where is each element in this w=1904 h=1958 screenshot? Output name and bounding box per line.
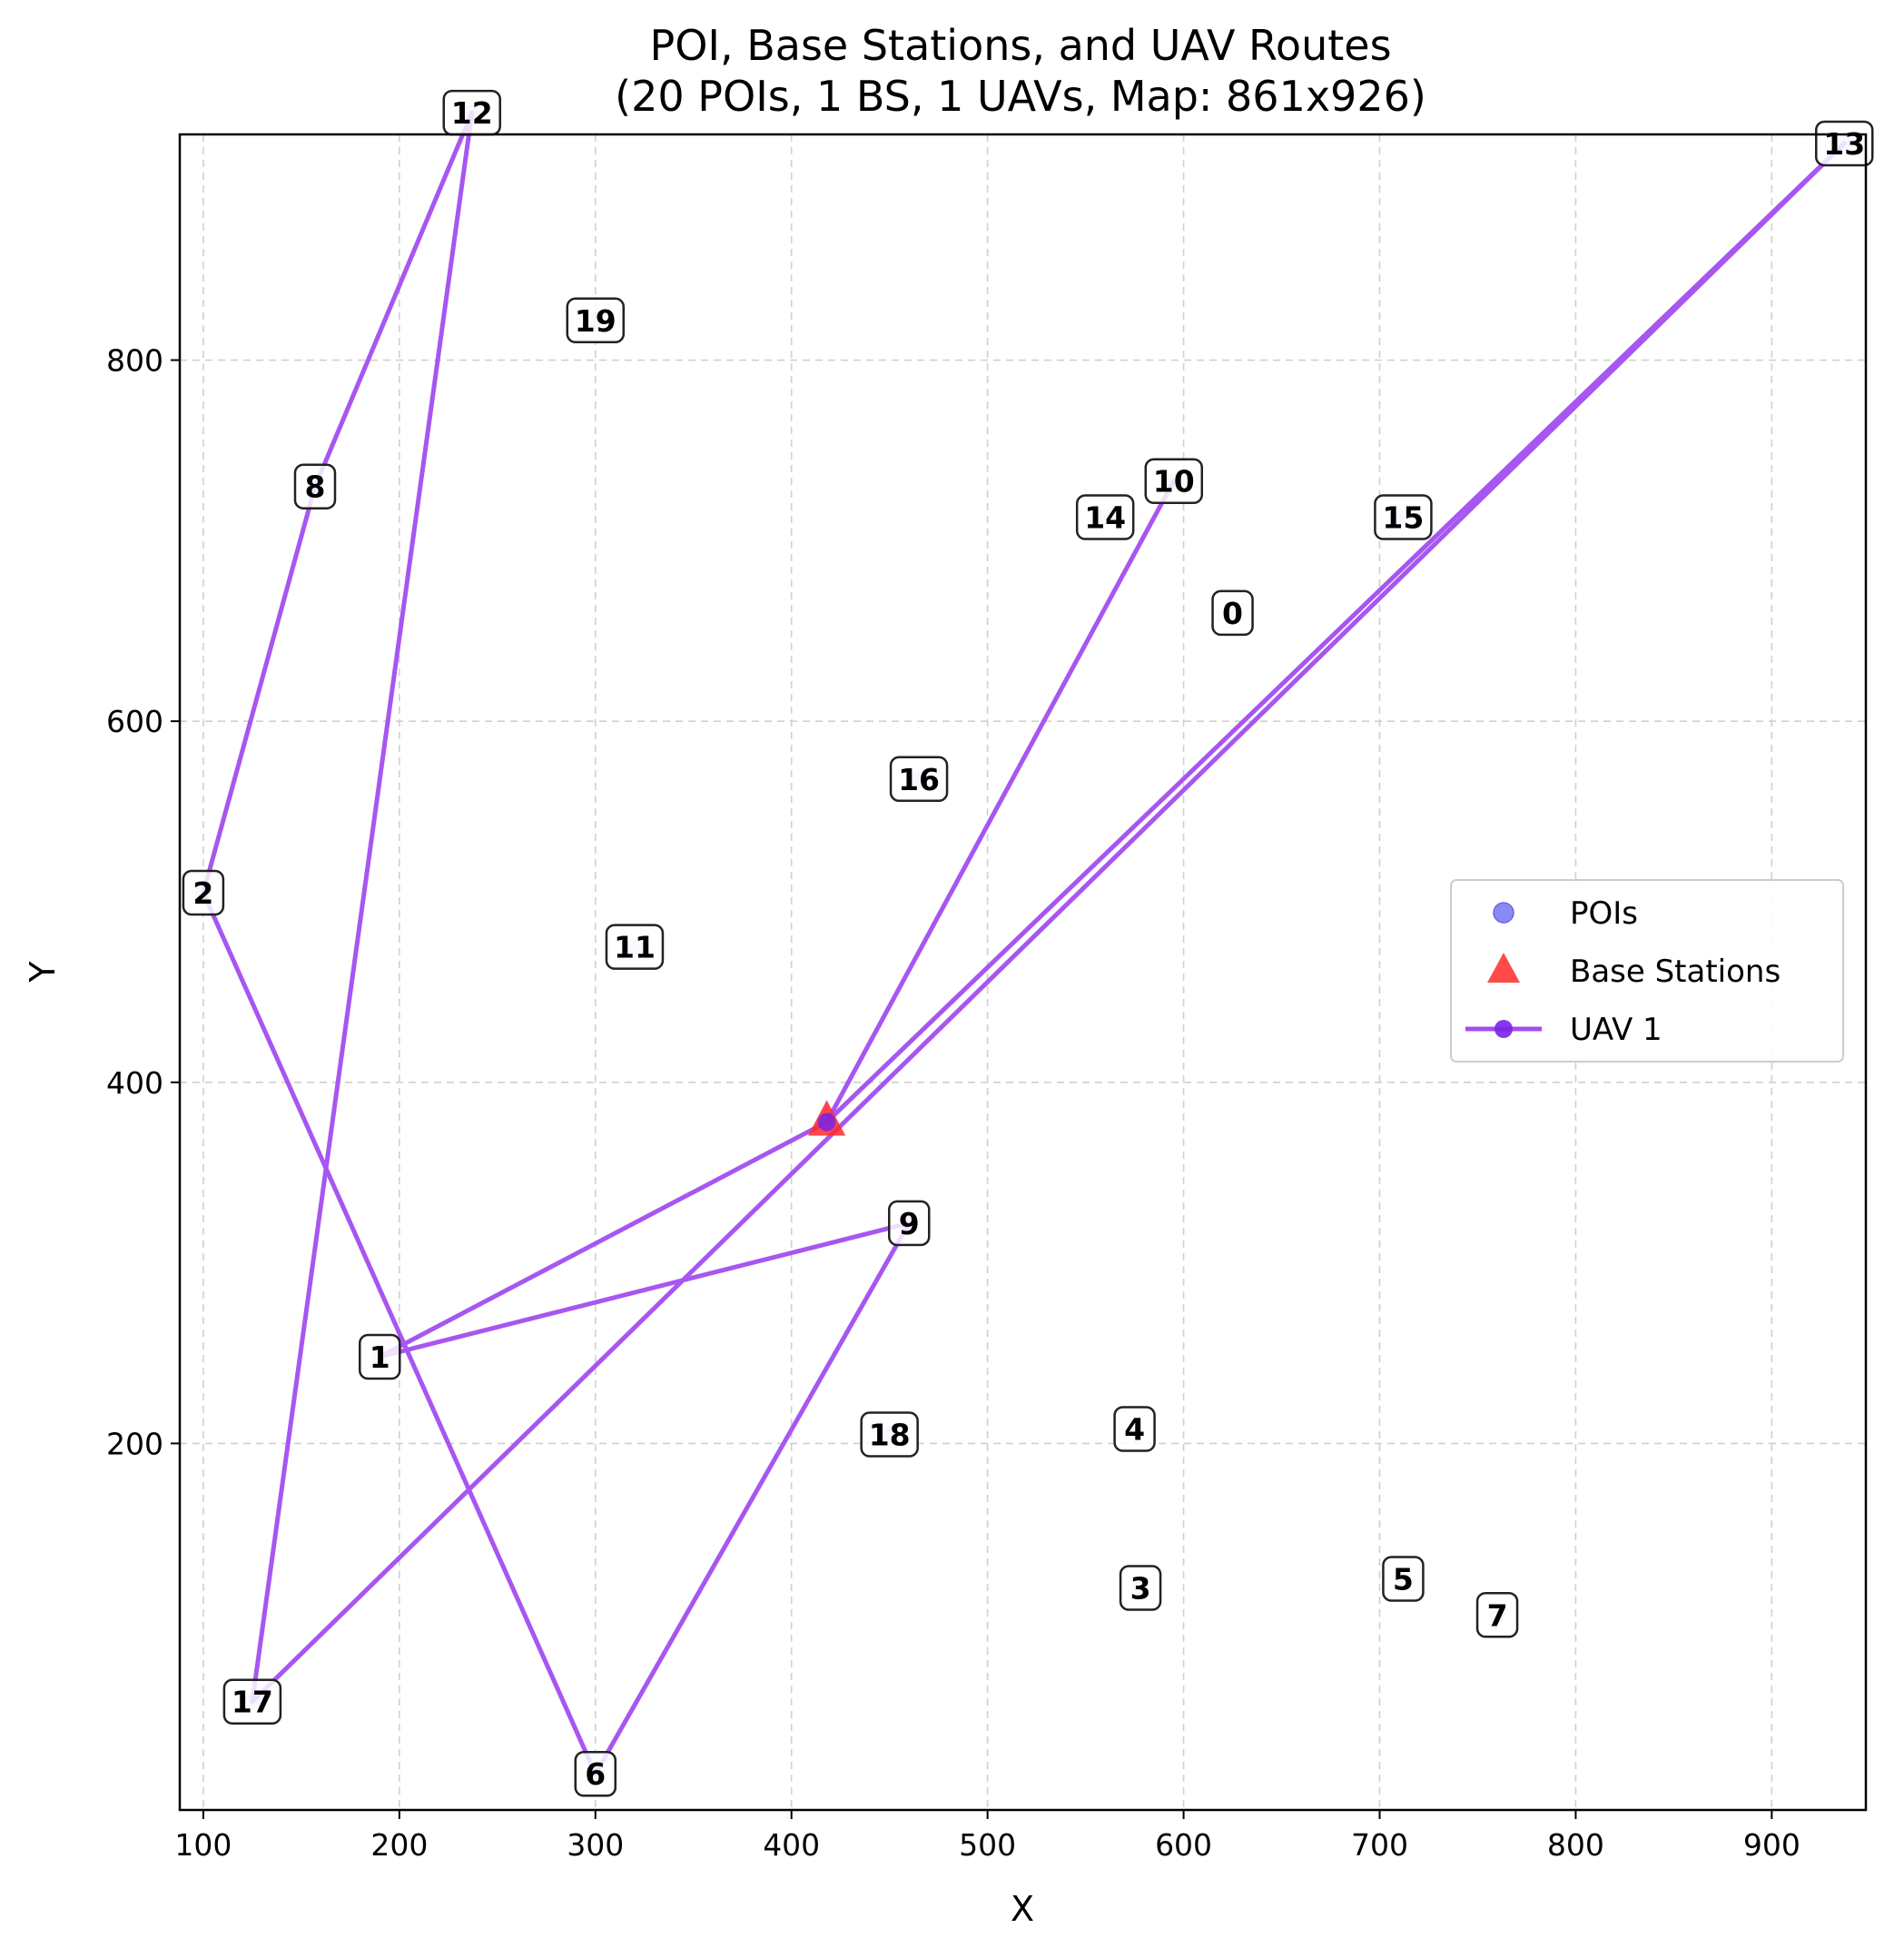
poi-label-text: 17 <box>232 1685 273 1720</box>
poi-label-box <box>574 1750 617 1797</box>
x-tick-label: 900 <box>1743 1827 1800 1863</box>
legend-base-station-marker <box>1487 953 1520 983</box>
poi-label-text: 15 <box>1382 499 1424 535</box>
poi-label-text: 2 <box>192 875 213 911</box>
poi-label-text: 13 <box>1823 126 1865 162</box>
x-tick-label: 600 <box>1155 1827 1212 1863</box>
legend-label: UAV 1 <box>1570 1012 1662 1048</box>
x-tick-label: 500 <box>959 1827 1016 1863</box>
x-tick-label: 800 <box>1547 1827 1604 1863</box>
chart-subtitle: (20 POIs, 1 BS, 1 UAVs, Map: 861x926) <box>615 72 1426 121</box>
grid <box>180 134 1866 1810</box>
base-stations <box>807 1100 846 1136</box>
poi-label-box <box>1374 494 1433 540</box>
poi-label-text: 16 <box>898 762 940 797</box>
poi-label-box <box>358 1333 401 1380</box>
poi-label-box <box>1475 1592 1519 1638</box>
y-axis-ticks: 200 400 600 800 <box>106 343 180 1461</box>
poi-label-text: 18 <box>869 1417 911 1452</box>
uav-routes <box>201 110 1847 1776</box>
uav-start-point <box>817 1112 836 1132</box>
legend: POIs Base Stations UAV 1 <box>1450 879 1844 1063</box>
poi-label-box <box>1119 1565 1162 1611</box>
poi-label-box <box>566 297 626 344</box>
poi-label-box <box>182 869 225 916</box>
x-tick-label: 700 <box>1351 1827 1408 1863</box>
poi-label-box <box>1144 458 1204 504</box>
legend-box <box>1450 879 1844 1063</box>
poi-label-box <box>889 756 949 803</box>
legend-uav-marker <box>1495 1020 1513 1038</box>
poi-label-text: 10 <box>1153 464 1195 499</box>
x-tick-label: 200 <box>370 1827 428 1863</box>
poi-label-box <box>1113 1406 1156 1452</box>
poi-label-text: 14 <box>1084 499 1126 535</box>
poi-label-text: 19 <box>575 303 617 339</box>
poi-label-text: 9 <box>899 1206 920 1241</box>
x-axis-label: X <box>1011 1889 1034 1929</box>
poi-label-text: 0 <box>1222 596 1243 631</box>
poi-label-text: 5 <box>1393 1562 1414 1597</box>
poi-label-text: 8 <box>305 470 326 505</box>
poi-label-text: 4 <box>1124 1412 1145 1448</box>
poi-label-box <box>1211 589 1254 637</box>
poi-label-box <box>1382 1556 1425 1602</box>
chart-title: POI, Base Stations, and UAV Routes <box>649 21 1391 70</box>
poi-label-text: 12 <box>451 95 493 131</box>
x-tick-label: 400 <box>763 1827 820 1863</box>
poi-label-box <box>293 463 337 509</box>
poi-label-text: 11 <box>614 930 656 965</box>
poi-label-text: 1 <box>370 1340 390 1375</box>
legend-label: POIs <box>1570 895 1638 932</box>
poi-label-box <box>888 1200 931 1247</box>
poi-label-box <box>860 1411 919 1458</box>
plot-frame <box>178 133 1868 1812</box>
poi-label-box <box>1814 120 1874 167</box>
y-tick-label: 600 <box>106 704 163 739</box>
y-tick-label: 800 <box>106 343 163 379</box>
x-tick-label: 300 <box>567 1827 624 1863</box>
legend-label: Base Stations <box>1570 954 1781 990</box>
poi-label-text: 3 <box>1130 1570 1151 1606</box>
poi-label-box <box>1075 494 1135 540</box>
x-tick-label: 100 <box>174 1827 232 1863</box>
x-axis-ticks: 100 200 300 400 500 600 700 800 900 <box>174 1810 1800 1863</box>
poi-label-text: 6 <box>585 1756 606 1792</box>
y-tick-label: 200 <box>106 1426 163 1461</box>
poi-label-text: 7 <box>1487 1597 1508 1633</box>
y-axis-label: Y <box>23 961 63 984</box>
legend-poi-marker <box>1493 902 1514 924</box>
poi-label-box <box>222 1678 282 1725</box>
y-tick-label: 400 <box>106 1065 163 1101</box>
uav-route-line <box>201 110 1847 1776</box>
poi-label-box <box>605 924 665 970</box>
